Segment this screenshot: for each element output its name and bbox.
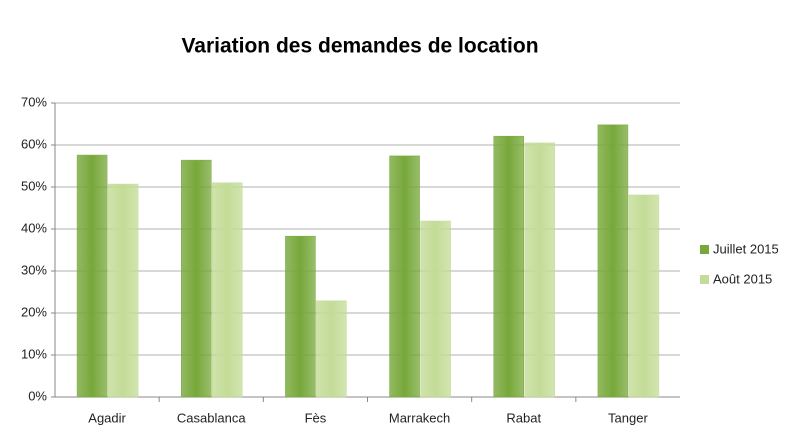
x-tick-label: Casablanca	[177, 410, 246, 425]
bar	[316, 300, 347, 398]
legend-label: Juillet 2015	[713, 241, 779, 256]
bar	[285, 235, 316, 398]
legend-marker	[700, 245, 709, 254]
y-tick-label: 50%	[21, 178, 47, 193]
y-tick-label: 20%	[21, 304, 47, 319]
y-tick-label: 30%	[21, 262, 47, 277]
bar	[597, 124, 629, 398]
y-tick-label: 60%	[21, 136, 47, 151]
bar	[389, 155, 420, 398]
chart-title: Variation des demandes de location	[181, 35, 538, 58]
bar	[420, 220, 451, 398]
x-tick-label: Marrakech	[389, 410, 450, 425]
bar	[628, 194, 660, 398]
y-tick-label: 0%	[28, 388, 47, 403]
y-tick-label: 40%	[21, 220, 47, 235]
y-tick-label: 70%	[21, 94, 47, 109]
bar	[212, 182, 243, 398]
bar	[107, 183, 139, 398]
legend-label: Août 2015	[713, 271, 772, 286]
y-tick-label: 10%	[21, 346, 47, 361]
x-tick-label: Tanger	[608, 410, 648, 425]
x-tick-label: Rabat	[506, 410, 541, 425]
bar	[493, 135, 524, 398]
x-tick-label: Fès	[305, 410, 327, 425]
bar	[181, 159, 212, 398]
bar	[76, 154, 108, 398]
x-tick-label: Agadir	[88, 410, 126, 425]
bar	[524, 142, 555, 398]
legend-marker	[700, 275, 709, 284]
